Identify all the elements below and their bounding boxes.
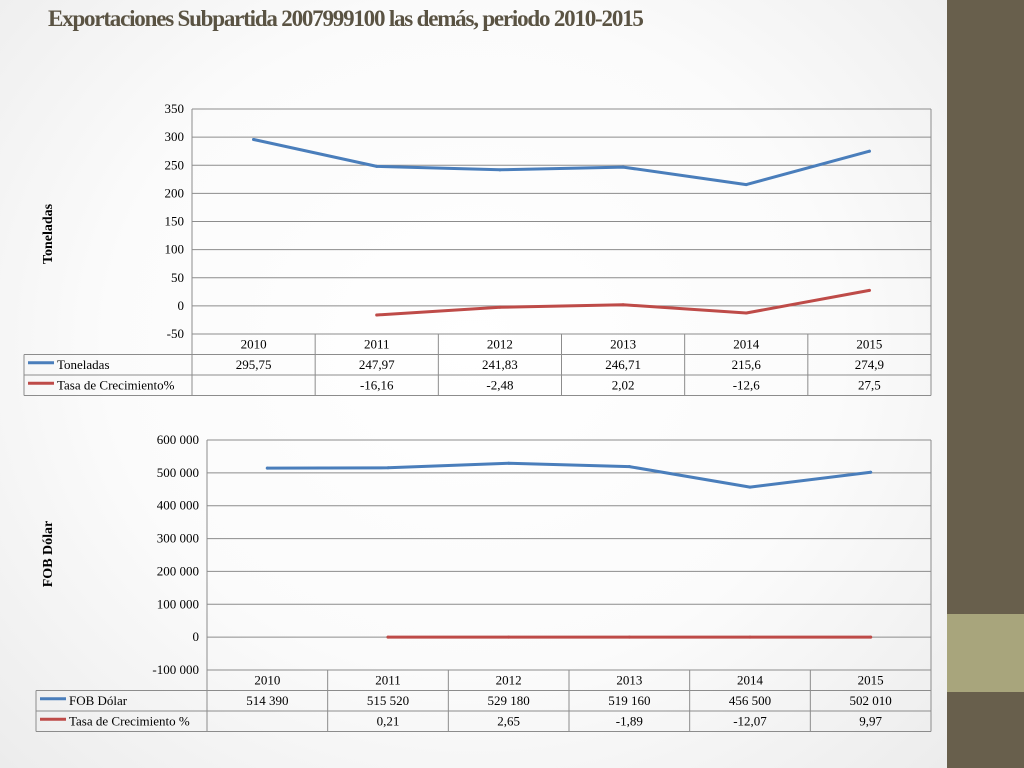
chart1-data-label: -12,6 [733,377,761,392]
sidebar-band-bottom [947,692,1024,768]
chart1-category-label: 2010 [241,336,267,351]
chart1-category-label: 2015 [856,336,882,351]
chart1-data-label: 2,02 [612,377,635,392]
chart1-series-line-1 [252,138,871,187]
chart1-data-label: 27,5 [858,377,881,392]
slide-background [0,0,947,768]
chart1-data-label: -16,16 [360,377,394,392]
chart1-data-label: 247,97 [359,357,395,372]
chart1-y-tick-label: 100 [165,242,185,257]
chart1-data-point [621,303,625,307]
chart1-y-tick-label: 50 [171,270,184,285]
chart1-data-point [498,168,502,172]
chart1-y-tick-label: 0 [178,298,185,313]
chart1-data-label: -2,48 [486,377,513,392]
chart1-data-point [744,311,748,315]
chart1-y-tick-label: -50 [167,326,184,341]
slide-title: Exportaciones Subpartida 2007999100 las … [48,6,644,31]
chart1-data-label: 246,71 [605,357,641,372]
chart1-category-label: 2012 [487,336,513,351]
chart1-data-label: 295,75 [236,357,272,372]
chart1-y-tick-label: 200 [165,185,185,200]
chart1-data-point [867,288,871,292]
chart1-series-name: Toneladas [57,357,110,372]
chart-toneladas: -50 0 50 100 150 200 250 300 350 2010 2011 2012 2013… [23,101,932,396]
chart1-y-tick-label: 150 [165,214,185,229]
chart1-y-tick-label: 300 [165,129,185,144]
chart1-y-tick-label: 350 [165,101,185,116]
sidebar-band-accent [947,614,1024,692]
chart1-data-label: 241,83 [482,357,518,372]
chart1-data-label: 274,9 [855,357,884,372]
chart1-series-name: Tasa de Crecimiento% [57,377,175,392]
chart1-data-point [744,183,748,187]
chart1-data-label: 215,6 [732,357,762,372]
chart1-category-label: 2011 [364,336,390,351]
chart1-category-label: 2014 [733,336,760,351]
chart1-data-point [621,165,625,169]
chart1-data-point [252,138,256,142]
chart1-data-point [375,164,379,168]
chart1-data-point [867,149,871,153]
sidebar-band-top [947,0,1024,614]
chart1-series-line-2 [375,288,871,317]
chart1-category-label: 2013 [610,336,636,351]
chart1-y-tick-label: 250 [165,157,185,172]
chart1-data-point [498,305,502,309]
chart1-data-point [375,313,379,317]
